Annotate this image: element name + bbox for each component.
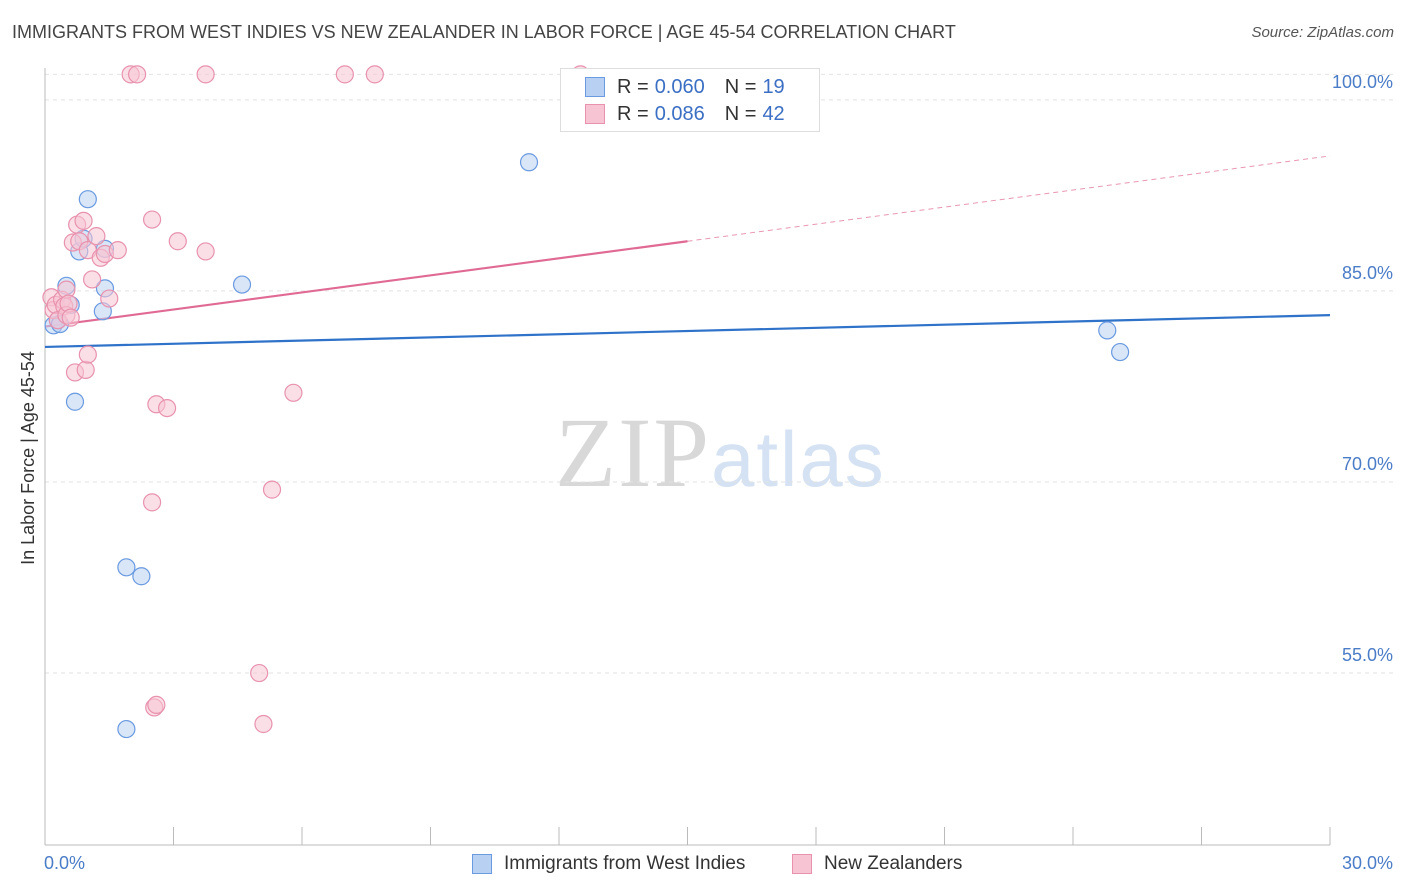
data-point-west-indies xyxy=(519,153,539,172)
data-point-new-zealanders xyxy=(78,345,97,364)
legend-row-new-zealanders: R = 0.086 N = 42 xyxy=(585,102,785,126)
data-point-new-zealanders xyxy=(262,480,282,499)
bottom-legend-new-zealanders: New Zealanders xyxy=(792,852,962,876)
data-point-new-zealanders xyxy=(157,398,177,418)
data-point-west-indies xyxy=(65,392,85,411)
y-axis-label: In Labor Force | Age 45-54 xyxy=(18,351,38,565)
x-tick-labels: 0.0% 30.0% xyxy=(44,853,1393,873)
data-point-new-zealanders xyxy=(83,270,102,289)
data-point-new-zealanders xyxy=(250,663,269,683)
bottom-legend-west-indies: Immigrants from West Indies xyxy=(472,852,745,876)
grid-layer xyxy=(45,73,1395,674)
y-tick-label: 85.0% xyxy=(1342,263,1393,283)
data-point-new-zealanders xyxy=(87,227,106,246)
data-point-new-zealanders xyxy=(61,308,80,327)
data-point-west-indies xyxy=(232,275,252,294)
data-point-west-indies xyxy=(117,719,136,739)
watermark: ZIPatlas xyxy=(555,395,886,510)
data-point-new-zealanders xyxy=(100,289,119,308)
data-point-new-zealanders xyxy=(147,695,166,714)
data-point-new-zealanders xyxy=(284,383,303,402)
data-point-new-zealanders xyxy=(168,232,187,251)
y-tick-labels: 55.0% 70.0% 85.0% 100.0% xyxy=(1332,72,1393,665)
legend-swatch-pink xyxy=(585,104,605,124)
y-tick-label: 100.0% xyxy=(1332,72,1393,92)
watermark-atlas: atlas xyxy=(711,415,886,503)
data-point-west-indies xyxy=(1111,342,1130,362)
axis-layer xyxy=(44,68,1331,846)
data-point-west-indies xyxy=(132,567,151,586)
chart-title: IMMIGRANTS FROM WEST INDIES VS NEW ZEALA… xyxy=(12,22,956,42)
data-point-new-zealanders xyxy=(108,241,127,260)
legend-r-value: 0.060 xyxy=(654,75,705,98)
data-points xyxy=(42,65,1130,739)
bottom-legend-label-new-zealanders: New Zealanders xyxy=(824,853,963,874)
data-point-new-zealanders xyxy=(76,360,95,379)
source-label: Source: ZipAtlas.com xyxy=(1251,24,1394,41)
stats-legend: R = 0.060 N = 19 R = 0.086 N = 42 xyxy=(560,68,820,132)
data-point-west-indies xyxy=(78,190,97,209)
data-point-new-zealanders xyxy=(365,65,384,84)
data-point-new-zealanders xyxy=(196,242,215,261)
y-tick-label: 70.0% xyxy=(1342,454,1393,474)
x-tick-label-min: 0.0% xyxy=(44,853,85,873)
data-point-west-indies xyxy=(1098,321,1117,340)
bottom-legend-label-west-indies: Immigrants from West Indies xyxy=(504,853,746,874)
legend-row-west-indies: R = 0.060 N = 19 xyxy=(585,75,785,99)
legend-n-value: 42 xyxy=(762,102,785,125)
legend-r-label: R = xyxy=(617,75,649,98)
legend-r-value: 0.086 xyxy=(654,102,705,125)
x-tick-label-max: 30.0% xyxy=(1342,853,1393,873)
trend-line-blue xyxy=(44,314,1331,349)
data-point-new-zealanders xyxy=(142,493,162,512)
legend-swatch-blue xyxy=(585,77,605,97)
trend-line-pink xyxy=(44,240,688,328)
y-tick-label: 55.0% xyxy=(1342,645,1393,665)
data-point-new-zealanders xyxy=(127,65,147,84)
bottom-swatch-pink xyxy=(792,854,812,874)
data-point-new-zealanders xyxy=(74,211,93,230)
trend-line-extension-pink xyxy=(687,155,1331,242)
legend-n-label: N = xyxy=(724,102,757,125)
trend-lines xyxy=(44,155,1331,349)
bottom-swatch-blue xyxy=(472,854,492,874)
legend-n-value: 19 xyxy=(762,75,785,98)
watermark-zip: ZIP xyxy=(555,397,711,508)
data-point-new-zealanders xyxy=(196,65,215,84)
legend-n-label: N = xyxy=(724,75,757,98)
data-point-new-zealanders xyxy=(142,210,162,229)
data-point-west-indies xyxy=(117,558,136,577)
data-point-new-zealanders xyxy=(335,65,354,84)
legend-r-label: R = xyxy=(617,102,649,125)
data-point-new-zealanders xyxy=(254,714,273,734)
